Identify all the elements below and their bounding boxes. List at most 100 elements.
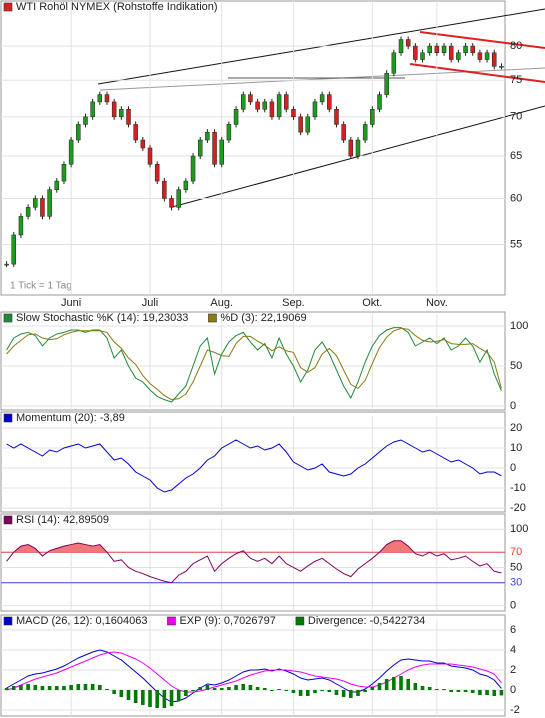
y-tick-label: 0 (510, 462, 516, 474)
legend-swatch (3, 313, 13, 323)
divergence-bar (191, 690, 195, 691)
y-tick-label: -2 (510, 704, 520, 716)
divergence-bar (356, 690, 360, 696)
y-tick-label: 0 (510, 600, 516, 612)
note: 1 Tick = 1 Tag (10, 281, 72, 292)
y-tick-label: 80 (510, 40, 522, 52)
divergence-bar (248, 685, 253, 690)
candle (434, 45, 440, 54)
divergence-bar (176, 690, 181, 701)
indicator-line (6, 649, 502, 703)
legend-label: EXP (9): 0,7026797 (179, 615, 275, 627)
candle (499, 66, 504, 68)
y-tick-label: 10 (510, 442, 522, 454)
x-tick-label: Sep. (282, 297, 305, 309)
y-tick-label: 50 (510, 561, 522, 573)
candle (269, 101, 275, 118)
legend-swatch (167, 616, 176, 626)
divergence-bar (119, 690, 124, 697)
divergence-bar (62, 686, 66, 690)
indicator-line (6, 439, 502, 493)
y-tick-label: 50 (510, 360, 522, 372)
divergence-bar (54, 686, 59, 690)
candle (327, 94, 332, 110)
candle (169, 198, 174, 208)
y-tick-label: 100 (510, 523, 528, 535)
candle (97, 94, 103, 103)
channel-line (419, 31, 545, 49)
candle (470, 45, 475, 54)
candle (154, 164, 160, 182)
x-tick-label: Okt. (362, 297, 382, 309)
divergence-bar (155, 690, 159, 708)
legend-label: RSI (14): 42,89509 (16, 514, 109, 526)
divergence-bar (406, 679, 410, 690)
candle (319, 94, 325, 103)
channel-line (409, 63, 545, 83)
y-tick-label: 55 (510, 238, 522, 250)
stochastic-panel (0, 311, 506, 411)
candle (4, 263, 9, 266)
candle (183, 180, 189, 190)
y-tick-label: 20 (510, 422, 522, 434)
divergence-bar (478, 690, 482, 695)
divergence-bar (148, 690, 152, 707)
trend-lines (97, 8, 545, 208)
x-tick-label: Aug. (210, 297, 233, 309)
candle (205, 131, 210, 141)
candle (111, 101, 117, 118)
candle (355, 139, 361, 157)
candle (47, 189, 52, 217)
divergence-bar (255, 687, 260, 690)
divergence-bar (377, 683, 382, 690)
y-tick-label: 70 (510, 111, 522, 123)
divergence-bar (313, 690, 317, 693)
rsi-panel (0, 513, 506, 612)
price-panel (0, 0, 506, 296)
divergence-bar (83, 684, 88, 690)
divergence-bar (449, 690, 454, 692)
divergence-bar (90, 684, 95, 690)
divergence-bar (69, 685, 73, 690)
candle (377, 94, 382, 110)
divergence-bar (26, 684, 30, 690)
candle (133, 124, 138, 141)
candle (212, 131, 217, 165)
divergence-bar (334, 690, 339, 695)
legend-label: Slow Stochastic %K (14): 19,23033 (16, 312, 188, 324)
divergence-bar (456, 690, 461, 692)
y-tick-label: 0 (510, 400, 516, 412)
y-tick-label: 75 (510, 74, 522, 86)
divergence-bar (105, 689, 109, 690)
indicator-line (6, 651, 502, 693)
candle (391, 52, 397, 74)
candle (384, 73, 389, 95)
macd-panel (0, 614, 506, 717)
candle (305, 116, 311, 133)
candle (190, 155, 196, 182)
candle (11, 234, 17, 265)
legend-swatch (208, 313, 217, 323)
candle (484, 52, 490, 60)
candle (40, 198, 45, 217)
divergence-bar (76, 684, 81, 690)
x-tick-label: Juni (61, 297, 81, 309)
candle (276, 94, 282, 118)
divergence-bar (4, 688, 9, 690)
rsi-line (6, 540, 502, 584)
divergence-bar (11, 686, 16, 690)
divergence-bar (19, 685, 23, 690)
divergence-bar (463, 690, 468, 692)
y-tick-label: 6 (510, 624, 516, 636)
divergence-bar (169, 690, 174, 706)
candle (441, 45, 447, 54)
legend-label: Divergence: -0,5422734 (308, 615, 425, 627)
overbought-area (6, 540, 502, 553)
divergence-bar (47, 686, 52, 690)
y-tick-label: 100 (510, 320, 528, 332)
y-tick-label: 2 (510, 664, 516, 676)
candle (197, 139, 203, 157)
divergence-bar (305, 690, 310, 696)
divergence-bar (392, 677, 396, 690)
candle (61, 164, 67, 182)
